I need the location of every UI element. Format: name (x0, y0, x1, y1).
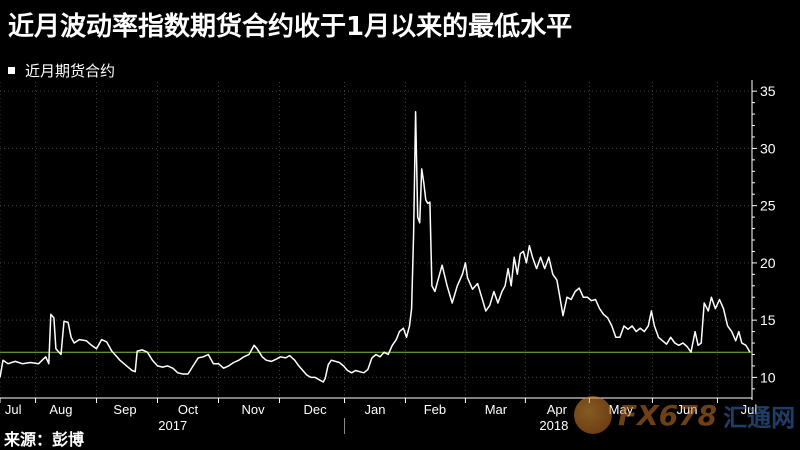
page-title: 近月波动率指数期货合约收于1月以来的最低水平 (8, 12, 573, 42)
year-label: 2017 (158, 418, 187, 433)
x-tick-label: Jul (741, 402, 758, 417)
legend-swatch (8, 67, 15, 74)
x-tick-label: Jul (5, 402, 22, 417)
x-tick-label: Aug (49, 402, 72, 417)
x-tick-label: Mar (485, 402, 508, 417)
y-tick-label: 20 (760, 255, 776, 271)
y-tick-label: 25 (760, 198, 776, 214)
x-tick-label: Sep (113, 402, 136, 417)
source-note: 来源：彭博 (4, 430, 85, 449)
y-tick-label: 10 (760, 369, 776, 385)
y-tick-label: 15 (760, 312, 776, 328)
x-tick-label: Jan (364, 402, 385, 417)
x-tick-label: Jun (676, 402, 697, 417)
legend: 近月期货合约 (8, 60, 115, 81)
y-tick-label: 35 (760, 83, 776, 99)
watermark: FX678 汇通网 (574, 396, 795, 434)
y-tick-label: 30 (760, 140, 776, 156)
x-tick-label: Dec (303, 402, 327, 417)
year-label: 2018 (539, 418, 568, 433)
watermark-logo-icon (574, 396, 612, 434)
series-line (0, 111, 751, 383)
x-tick-label: May (609, 402, 634, 417)
watermark-text: FX678 (618, 398, 718, 432)
x-tick-label: Oct (178, 402, 199, 417)
legend-label: 近月期货合约 (25, 62, 116, 80)
x-tick-label: Nov (241, 402, 265, 417)
x-tick-label: Feb (424, 402, 446, 417)
x-tick-label: Apr (547, 402, 568, 417)
watermark-text-cn: 汇通网 (723, 403, 796, 432)
